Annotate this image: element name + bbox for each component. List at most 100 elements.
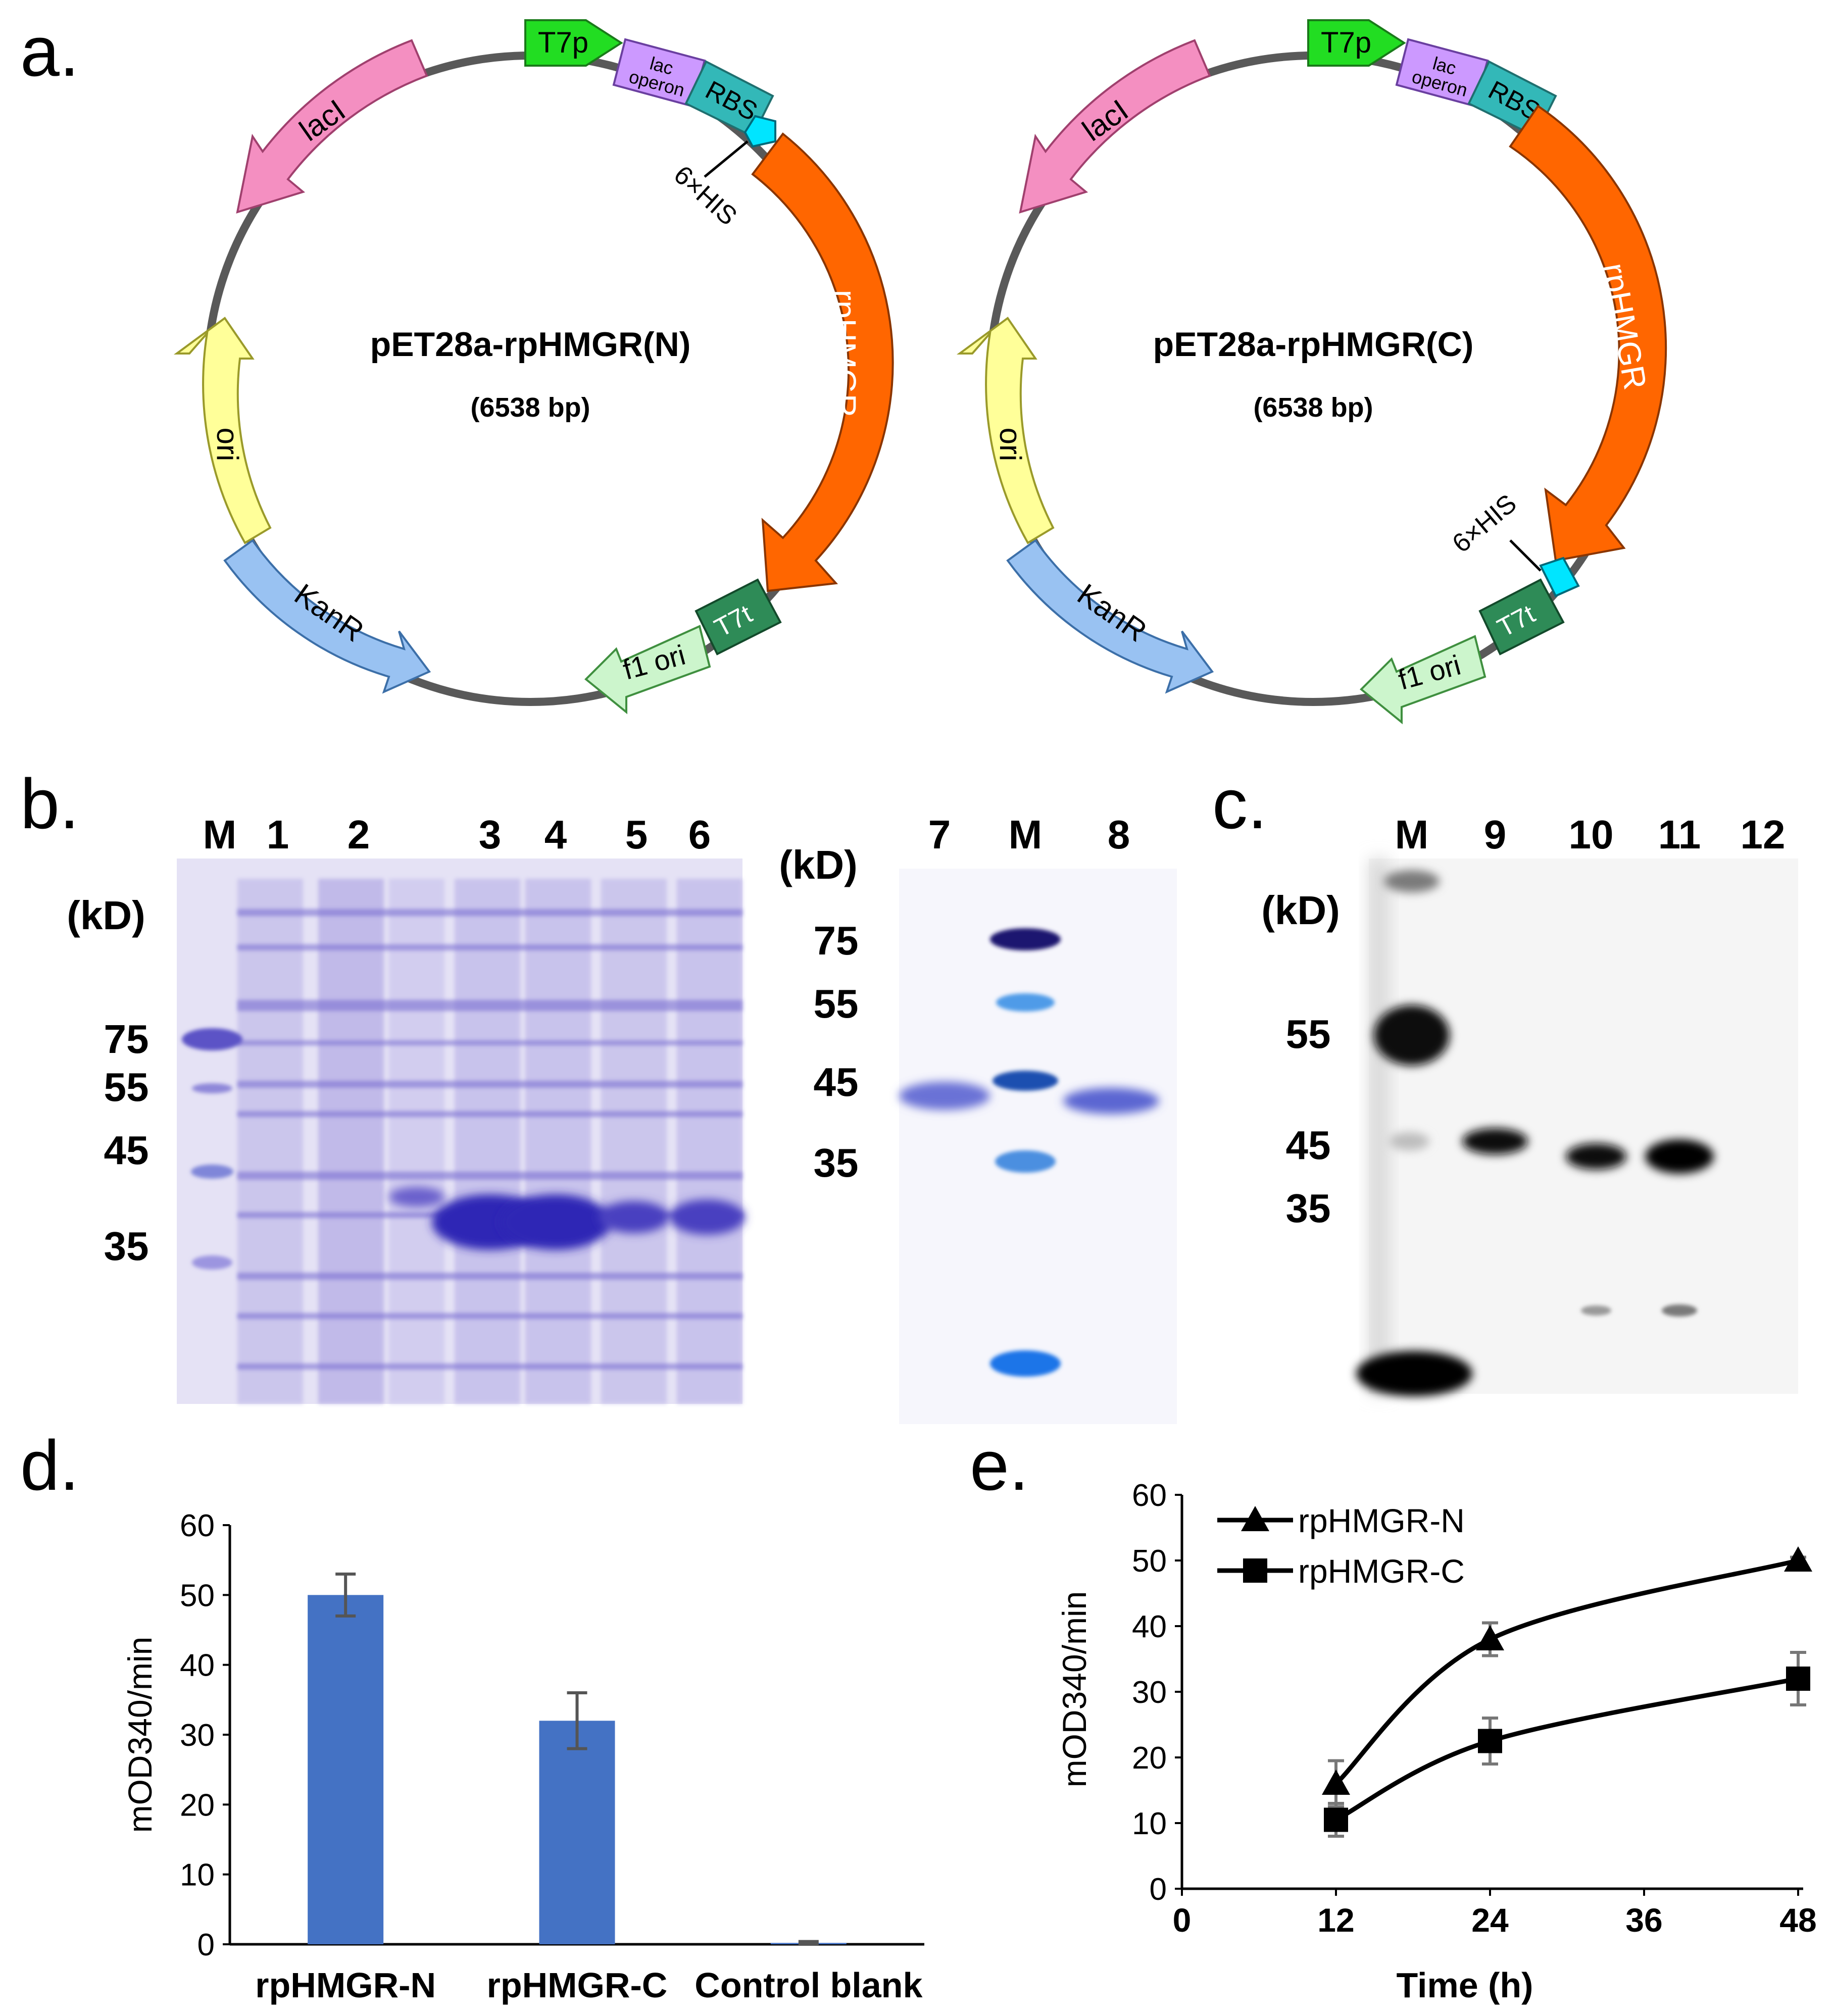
his-tag [1539,557,1580,597]
protein-band-lane4 [500,1194,611,1250]
series-line-rphmgr-n [1334,1558,1799,1786]
lane-label: M [1009,812,1043,857]
y-tick-label: 30 [180,1718,215,1753]
square-marker [1478,1729,1502,1753]
kd-unit-label: (kD) [67,893,145,938]
lane-label: 5 [625,812,648,857]
x-category-label: Control blank [695,1965,922,2005]
x-axis-title: Time (h) [1397,1965,1533,2005]
gel-band [237,1111,742,1117]
kd-unit-label: (kD) [779,842,858,887]
lane-label: M [1395,812,1429,857]
blot-marker-bottom [1356,1351,1472,1396]
y-tick-label: 10 [180,1858,215,1893]
blot-band-lane10 [1566,1143,1626,1170]
y-tick-label: 60 [1132,1478,1167,1513]
lane-label: 1 [267,812,289,857]
legend-label: rpHMGR-C [1298,1552,1465,1590]
kanr-arrow [1006,539,1214,694]
t7p-label: T7p [1321,26,1371,59]
purified-band-lane8 [1063,1088,1159,1114]
ladder-band-45 [993,1071,1058,1091]
marker-band-75 [182,1028,242,1050]
blot-marker-55 [1374,1005,1450,1066]
kd-marker-label: 75 [814,918,859,963]
western-blot-c: M 9 10 11 12 (kD) 55 45 35 [1261,812,1798,1396]
series-group [1322,1546,1812,1838]
his-tag [743,115,776,148]
lane-label: 4 [544,812,567,857]
t7t-box [695,578,782,656]
bar-rphmgr-c [539,1721,615,1944]
gel-band [237,944,742,950]
y-tick-label: 50 [180,1578,215,1613]
y-tick-label: 0 [197,1928,215,1962]
f1-ori-arrow [584,625,711,715]
kd-marker-label: 45 [104,1128,149,1173]
gel-band [237,1040,742,1045]
blot-marker-top [1384,870,1440,892]
y-tick-label: 30 [1132,1675,1167,1710]
kd-marker-label: 55 [104,1065,149,1110]
lane-label: 3 [479,812,502,857]
laci-arrow [1019,39,1211,214]
plasmid-map-n: T7p lac operon RBS 6×HIS rpHMGR T7t f1 o… [173,19,894,715]
x-category-label: rpHMGR-N [255,1965,436,2005]
gel-band [237,1273,742,1280]
kd-marker-label: 45 [814,1060,859,1104]
x-tick-label: 12 [1317,1901,1354,1939]
kd-marker-label: 45 [1286,1123,1331,1168]
plasmid-size-n: (6538 bp) [470,392,590,423]
kd-marker-label: 55 [1286,1012,1331,1056]
marker-band-45 [191,1165,233,1179]
plasmid-name-c: pET28a-rpHMGR(C) [1153,325,1474,364]
plasmid-map-c: T7p lac operon RBS rpHMGR 6×HIS T7t f1 o… [956,19,1667,725]
blot-faint-band [1662,1304,1697,1317]
series-line-rphmgr-c [1334,1676,1799,1822]
t7p-arrow [1307,19,1406,67]
legend-label: rpHMGR-N [1298,1502,1465,1539]
blot-marker-45 [1389,1132,1429,1150]
blot-faint-band [1581,1305,1611,1316]
marker-band-55 [192,1083,232,1093]
y-tick-label: 50 [1132,1544,1167,1579]
kd-unit-label: (kD) [1261,888,1340,933]
rphmgr-arrow [1509,105,1667,562]
square-marker [1786,1667,1810,1691]
legend: rpHMGR-N rpHMGR-C [1217,1502,1465,1590]
lane-smear [601,879,667,1404]
gel-band [237,1364,742,1370]
lane-label: 8 [1108,812,1130,857]
lane-smear [455,879,520,1404]
blot-band-lane11 [1645,1139,1714,1174]
triangle-marker [1784,1546,1812,1572]
plasmid-size-c: (6538 bp) [1253,392,1373,423]
gel-band [237,1000,742,1011]
gel-background [899,869,1177,1424]
x-tick-label: 36 [1625,1901,1662,1939]
lane-label: 12 [1741,812,1786,857]
lane-label: 2 [348,812,370,857]
lane-label: 7 [928,812,951,857]
panel-b-label: b. [20,764,79,843]
gel-band [237,1081,742,1088]
kd-marker-label: 35 [814,1140,859,1185]
lane-smear [525,879,591,1404]
bar-rphmgr-n [308,1595,384,1944]
y-tick-label: 0 [1150,1872,1167,1907]
gel-b-right: 7 M 8 (kD) 75 55 45 35 [779,812,1177,1424]
panel-c-label: c. [1212,764,1267,843]
blot-edge-shadow [1369,859,1389,1394]
square-marker [1324,1807,1348,1832]
tick-group: 0 10 20 30 40 50 60 0 12 24 36 48 [1132,1478,1817,1939]
kd-marker-label: 55 [814,981,859,1026]
y-tick-label: 40 [1132,1609,1167,1644]
triangle-marker [1322,1770,1350,1795]
rphmgr-label: rpHMGR [826,290,863,417]
bar-chart-d: 0 10 20 30 40 50 60 rpHMGR-N rpHMGR-C Control bl… [121,1508,924,2005]
x-tick-label: 0 [1173,1901,1192,1939]
triangle-marker [1476,1625,1504,1650]
lane-smear [318,879,384,1404]
protein-band-lane6 [669,1199,745,1235]
